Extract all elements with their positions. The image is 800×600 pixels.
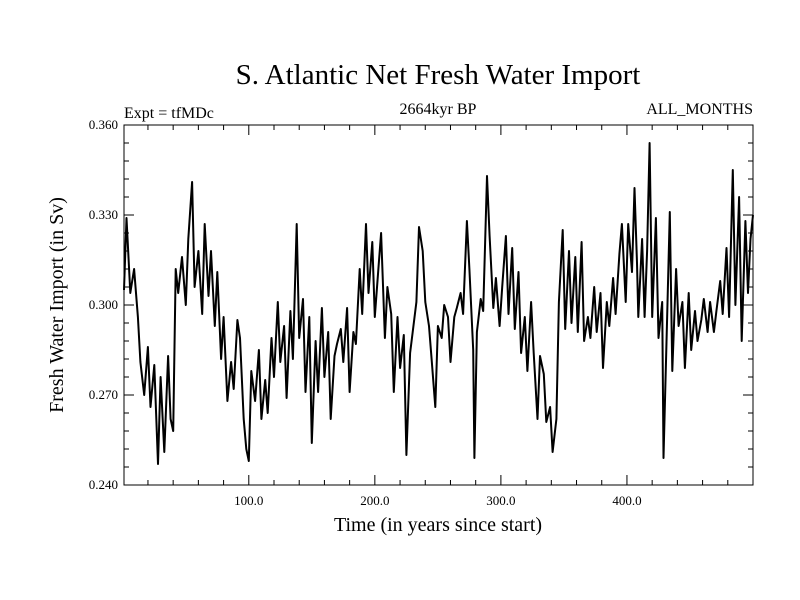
series-line — [123, 142, 754, 465]
x-tick-label: 300.0 — [486, 493, 515, 508]
y-tick-label: 0.330 — [89, 207, 118, 222]
x-tick-label: 400.0 — [612, 493, 641, 508]
x-tick-label: 200.0 — [360, 493, 389, 508]
y-tick-label: 0.270 — [89, 387, 118, 402]
y-tick-label: 0.240 — [89, 477, 118, 492]
chart-title: S. Atlantic Net Fresh Water Import — [236, 59, 641, 91]
time-period-label: 2664kyr BP — [400, 101, 477, 118]
y-axis-label: Fresh Water Import (in Sv) — [46, 197, 68, 413]
x-tick-label: 100.0 — [234, 493, 263, 508]
y-tick-label: 0.360 — [89, 117, 118, 132]
months-label: ALL_MONTHS — [646, 101, 753, 118]
plot-frame — [123, 124, 754, 486]
experiment-label: Expt = tfMDc — [124, 105, 214, 122]
x-axis-label: Time (in years since start) — [334, 514, 542, 536]
y-tick-label: 0.300 — [89, 297, 118, 312]
